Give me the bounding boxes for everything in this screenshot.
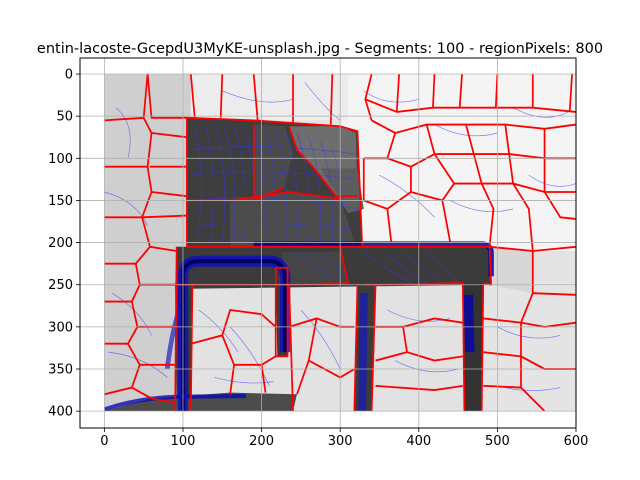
- region-back-shade: [253, 124, 294, 201]
- blue-left-shadow: [164, 309, 182, 370]
- y-tick-label: 100: [48, 152, 73, 167]
- x-tick-label: 200: [249, 434, 274, 449]
- region-grey-mid: [489, 246, 533, 294]
- y-tick-label: 250: [48, 278, 73, 293]
- region-seat-center: [281, 251, 349, 285]
- y-tick-labels: 0 50 100 150 200 250 300 350 400: [48, 68, 73, 420]
- y-tick-label: 200: [48, 236, 73, 251]
- y-tick-label: 50: [56, 110, 73, 125]
- y-tick-label: 150: [48, 194, 73, 209]
- y-tick-label: 300: [48, 320, 73, 335]
- x-tick-label: 300: [328, 434, 353, 449]
- region-bright-right: [340, 74, 576, 252]
- y-tick-label: 350: [48, 363, 73, 378]
- x-tick-labels: 0 100 200 300 400 500 600: [100, 434, 588, 449]
- region-back-right-tone: [320, 168, 364, 214]
- x-tick-label: 500: [485, 434, 510, 449]
- chart-title: entin-lacoste-GcepdU3MyKE-unsplash.jpg -…: [37, 41, 603, 57]
- contour-lines: [104, 82, 576, 391]
- y-tick-label: 0: [65, 68, 73, 83]
- x-tick-label: 600: [564, 434, 589, 449]
- x-tick-label: 100: [171, 434, 196, 449]
- blue-right-leg: [463, 294, 475, 353]
- blue-back-leg: [358, 293, 368, 412]
- y-tick-label: 400: [48, 405, 73, 420]
- x-tick-label: 400: [406, 434, 431, 449]
- blue-frame-core: [181, 259, 288, 412]
- axes-frame: [79, 57, 577, 429]
- x-tick-label: 0: [100, 434, 108, 449]
- region-floor-shadow: [104, 392, 297, 412]
- axis-ticks: [76, 73, 577, 432]
- region-top-strip: [190, 74, 349, 121]
